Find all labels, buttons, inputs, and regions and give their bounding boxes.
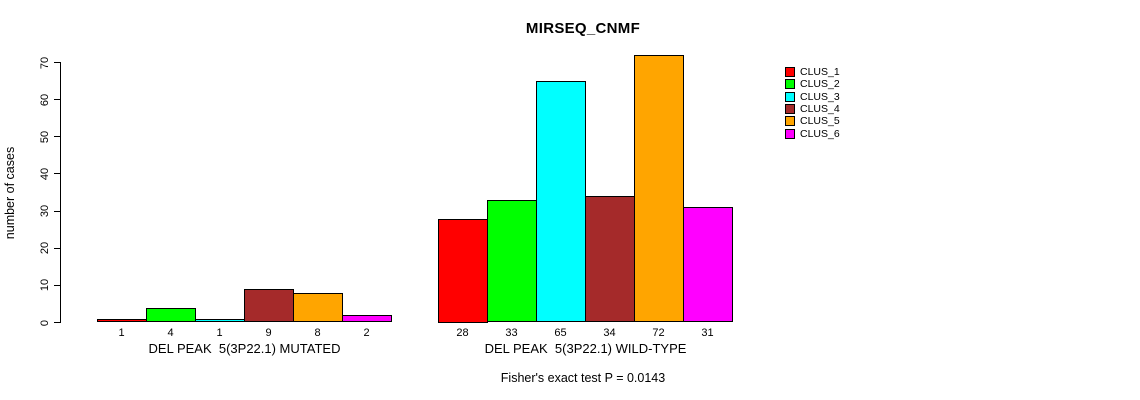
bar-clus_2 — [487, 199, 537, 323]
legend-row: CLUS_1 — [785, 66, 840, 78]
legend-row: CLUS_6 — [785, 127, 840, 139]
y-tick-label: 10 — [39, 279, 51, 292]
legend-row: CLUS_5 — [785, 115, 840, 127]
legend-row: CLUS_4 — [785, 103, 840, 115]
legend-label: CLUS_1 — [800, 66, 840, 79]
y-tick-label: 20 — [39, 242, 51, 255]
legend-label: CLUS_3 — [800, 90, 840, 103]
bar-value-label: 8 — [314, 327, 321, 339]
group-axis-label: DEL PEAK 5(3P22.1) MUTATED — [148, 341, 341, 356]
legend-swatch-icon — [785, 79, 795, 90]
stat-annotation: Fisher's exact test P = 0.0143 — [500, 371, 666, 385]
bar-clus_2 — [146, 307, 196, 323]
bar-clus_1 — [438, 218, 488, 323]
legend-label: CLUS_5 — [800, 115, 840, 128]
y-tick-mark — [54, 136, 60, 138]
bar-clus_3 — [536, 81, 586, 323]
y-tick-label: 30 — [39, 204, 51, 218]
legend-row: CLUS_3 — [785, 91, 840, 103]
bar-clus_4 — [585, 196, 635, 323]
y-tick-mark — [54, 247, 60, 249]
bar-value-label: 2 — [363, 327, 370, 339]
bar-clus_4 — [244, 289, 294, 323]
y-tick-label: 60 — [39, 93, 51, 106]
legend-swatch-icon — [785, 116, 795, 127]
y-tick-mark — [54, 62, 60, 63]
legend-swatch-icon — [785, 128, 795, 139]
legend-label: CLUS_4 — [800, 103, 840, 116]
chart-title: MIRSEQ_CNMF — [525, 20, 641, 37]
y-tick-mark — [54, 322, 60, 323]
y-tick-label: 70 — [39, 56, 51, 69]
legend-swatch-icon — [785, 91, 795, 102]
y-axis-line — [60, 62, 61, 323]
legend-row: CLUS_2 — [785, 78, 840, 90]
y-tick-label: 50 — [39, 130, 51, 143]
legend-label: CLUS_2 — [800, 78, 840, 91]
bar-clus_3 — [195, 318, 245, 323]
legend-swatch-icon — [785, 104, 795, 115]
bar-clus_6 — [342, 315, 392, 323]
legend: CLUS_1 CLUS_2 CLUS_3 CLUS_4 CLUS_5 CLUS_6 — [785, 66, 840, 140]
legend-label: CLUS_6 — [800, 127, 840, 140]
bar-value-label: 28 — [456, 327, 469, 339]
bar-value-label: 9 — [265, 327, 272, 339]
bar-value-label: 72 — [652, 327, 665, 339]
y-tick-mark — [54, 173, 60, 175]
bar-clus_5 — [634, 55, 684, 323]
bar-clus_6 — [683, 207, 733, 323]
bar-clus_1 — [97, 318, 147, 323]
y-tick-label: 0 — [39, 319, 51, 326]
y-tick-mark — [54, 210, 60, 212]
bar-value-label: 34 — [603, 327, 616, 339]
bar-value-label: 31 — [701, 327, 714, 339]
legend-swatch-icon — [785, 67, 795, 78]
group-axis-label: DEL PEAK 5(3P22.1) WILD-TYPE — [484, 341, 687, 356]
y-tick-mark — [54, 99, 60, 101]
y-axis-label: number of cases — [3, 146, 17, 240]
y-tick-mark — [54, 284, 60, 286]
bar-value-label: 4 — [167, 327, 174, 339]
bar-clus_5 — [293, 292, 343, 323]
y-tick-label: 40 — [39, 167, 51, 181]
bar-value-label: 65 — [554, 327, 567, 339]
bar-value-label: 1 — [216, 327, 223, 339]
bar-value-label: 1 — [118, 327, 125, 339]
bar-value-label: 33 — [505, 327, 518, 339]
